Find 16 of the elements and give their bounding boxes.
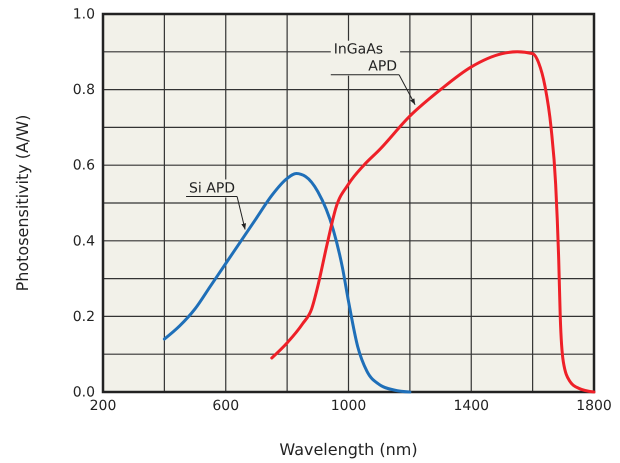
y-tick-label: 0.4 [72,233,96,250]
x-tick-label: 1000 [330,398,366,414]
line-series [162,172,412,394]
y-tick-label: 0.2 [72,308,95,325]
x-tick-label: 1400 [453,398,490,414]
x-axis-title: Wavelength (nm) [279,440,418,459]
annotation: Si APD [189,180,236,196]
annotation: InGaAs APD [334,42,398,75]
y-tick-label: 0.6 [72,158,96,174]
y-tick-label: 0.8 [72,82,95,98]
y-tick-label: 0.0 [72,384,95,400]
y-tick-label: 1.0 [72,6,95,22]
x-tick-label: 200 [90,398,116,414]
x-tick-label: 600 [212,398,240,414]
x-tick-label: 1800 [576,398,612,414]
y-axis-title: Photosensitivity (A/W) [13,114,32,292]
